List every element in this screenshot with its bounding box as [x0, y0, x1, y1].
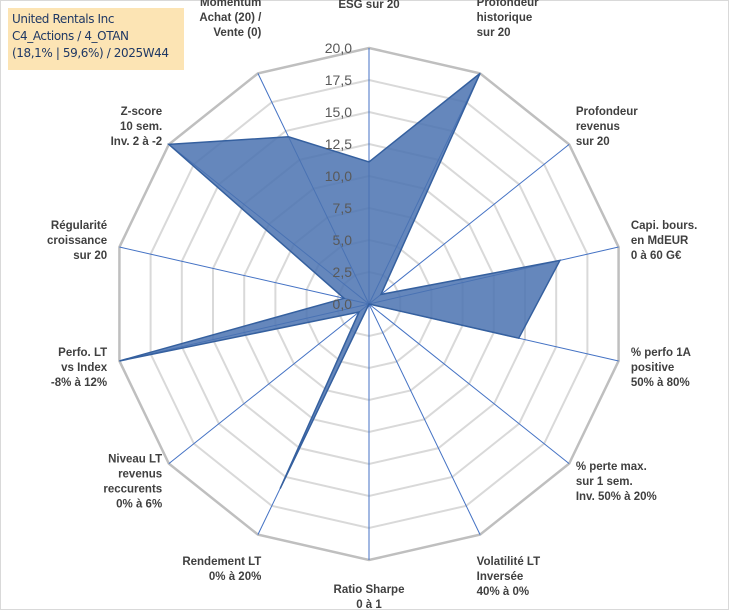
axis-label: Momentum Achat (20) / Vente (0) [199, 0, 262, 39]
axis-label-line: sur 20 [73, 250, 107, 262]
axis-label-line: ESG sur 20 [338, 0, 399, 11]
axis-label-line: Capi. bours. [631, 220, 697, 232]
axis-label-line: sur 1 sem. [576, 476, 633, 488]
tick-label: 12,5 [325, 136, 352, 152]
axis-label-line: % perte max. [576, 461, 647, 473]
axis-label-line: revenus [118, 469, 162, 481]
axis-label-line: revenus [576, 121, 620, 133]
axis-label-line: Régularité [51, 220, 107, 232]
axis-label: Perfo. LT vs Index -8% à 12% [51, 347, 108, 389]
axis-label-line: Rendement LT [182, 556, 261, 568]
tick-label: 20,0 [325, 40, 352, 56]
axis-label-line: Z-score [121, 106, 163, 118]
axis-label: % perfo 1A positive 50% à 80% [631, 347, 691, 389]
axis-label-line: Momentum [200, 0, 261, 9]
tick-label: 0,0 [333, 296, 353, 312]
axis-label: % perte max. sur 1 sem. Inv. 50% à 20% [576, 461, 657, 503]
axis-spoke [119, 246, 370, 305]
tick-label: 15,0 [325, 104, 352, 120]
axis-label-line: reccurents [103, 484, 162, 496]
axis-label: NoteESG sur 20 [338, 0, 399, 11]
axis-label-line: 10 sem. [120, 121, 162, 133]
tick-label: 5,0 [333, 232, 353, 248]
tick-label: 2,5 [333, 264, 353, 280]
axis-spoke [168, 303, 370, 465]
info-box: United Rentals Inc C4_Actions / 4_OTAN (… [8, 8, 184, 70]
axis-spoke [368, 143, 570, 305]
axis-label-line: sur 20 [477, 27, 511, 39]
axis-label-line: croissance [47, 235, 107, 247]
axis-label-line: -8% à 12% [51, 377, 107, 389]
axis-label-line: Inv. 50% à 20% [576, 491, 657, 503]
axis-label-line: Ratio Sharpe [334, 584, 405, 596]
axis-spoke [368, 303, 570, 465]
info-stats: (18,1% | 59,6%) / 2025W44 [12, 46, 169, 60]
axis-label-line: Niveau LT [108, 454, 162, 466]
axis-label-line: en MdEUR [631, 235, 689, 247]
axis-label-line: 0 à 1 [356, 599, 382, 610]
axis-label-line: 0% à 20% [209, 571, 261, 583]
axis-label: Niveau LT revenus reccurents 0% à 6% [103, 454, 162, 511]
axis-label-line: Inversée [477, 571, 524, 583]
axis-label: Volatilité LT Inversée 40% à 0% [477, 556, 540, 598]
axis-label-line: 50% à 80% [631, 377, 690, 389]
axis-label-line: Profondeur [477, 0, 539, 9]
axis-label-line: 40% à 0% [477, 586, 529, 598]
axis-label: Capi. bours. en MdEUR 0 à 60 G€ [631, 220, 697, 262]
axis-label-line: sur 20 [576, 136, 610, 148]
tick-label: 17,5 [325, 72, 352, 88]
info-company: United Rentals Inc [12, 12, 115, 26]
axis-label: Ratio Sharpe 0 à 1 [334, 584, 405, 610]
axis-label-line: historique [477, 12, 533, 24]
axis-spoke [368, 303, 481, 535]
axis-label: Z-score 10 sem. Inv. 2 à -2 [111, 106, 163, 148]
axis-label: Profondeur historique sur 20 [477, 0, 539, 39]
axis-label-line: vs Index [61, 362, 108, 374]
axis-label-line: Vente (0) [213, 27, 261, 39]
axis-label-line: Perfo. LT [58, 347, 107, 359]
axis-label-line: 0% à 6% [116, 499, 162, 511]
tick-label: 7,5 [333, 200, 353, 216]
axis-label-line: Inv. 2 à -2 [111, 136, 163, 148]
axis-label-line: 0 à 60 G€ [631, 250, 682, 262]
info-category: C4_Actions / 4_OTAN [12, 29, 129, 43]
axis-label: Profondeur revenus sur 20 [576, 106, 638, 148]
axis-label-line: Profondeur [576, 106, 638, 118]
axis-label-line: Volatilité LT [477, 556, 540, 568]
tick-label: 10,0 [325, 168, 352, 184]
axis-label-line: positive [631, 362, 674, 374]
axis-label-line: Achat (20) / [199, 12, 262, 24]
axis-label: Régularité croissance sur 20 [47, 220, 107, 262]
axis-label-line: % perfo 1A [631, 347, 691, 359]
axis-label: Rendement LT 0% à 20% [182, 556, 261, 583]
